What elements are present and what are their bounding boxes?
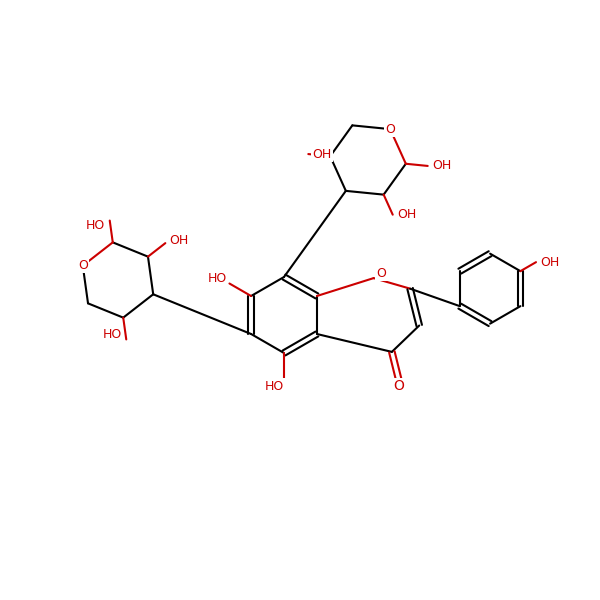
Text: OH: OH [432,160,451,172]
Text: OH: OH [313,148,332,161]
Text: HO: HO [265,379,284,392]
Text: O: O [385,122,395,136]
Text: HO: HO [86,219,106,232]
Text: OH: OH [170,233,189,247]
Text: OH: OH [541,256,560,269]
Text: O: O [78,259,88,272]
Text: HO: HO [103,328,122,341]
Text: O: O [393,379,404,393]
Text: OH: OH [397,208,416,221]
Text: O: O [377,266,386,280]
Text: HO: HO [208,272,227,285]
